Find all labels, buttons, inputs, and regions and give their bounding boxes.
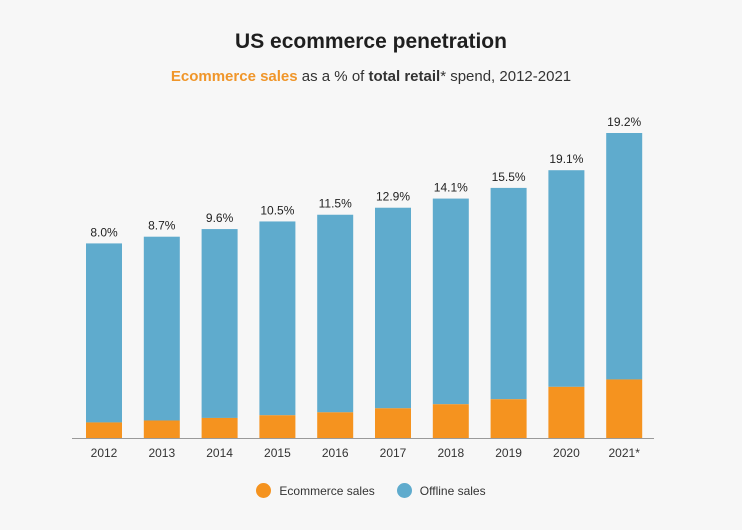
subtitle-text-a: as a % of [297,68,369,85]
bar-ecommerce-9 [606,379,643,438]
data-label-7: 15.5% [492,170,526,184]
x-tick-label-2: 2014 [206,446,233,460]
x-tick-label-7: 2019 [495,446,522,460]
data-label-2: 9.6% [206,211,234,225]
legend-swatch-offline [396,483,412,498]
data-label-6: 14.1% [434,181,468,195]
data-label-1: 8.7% [148,219,176,233]
legend-item-offline: Offline sales [396,483,486,498]
subtitle-ecommerce-sales: Ecommerce sales [170,68,298,85]
bar-ecommerce-1 [143,420,180,438]
bar-ecommerce-3 [259,415,296,438]
bar-offline-0 [86,243,122,423]
bar-offline-8 [548,170,585,387]
x-tick-label-8: 2020 [553,446,580,460]
legend-label-offline: Offline sales [419,483,486,498]
chart-subtitle: Ecommerce sales as a % of total retail* … [0,68,742,85]
chart-title: US ecommerce penetration [235,30,507,53]
bar-ecommerce-4 [317,412,354,438]
legend-label-ecommerce: Ecommerce sales [279,483,375,498]
bar-ecommerce-7 [490,399,527,438]
bar-ecommerce-6 [432,404,469,438]
bar-ecommerce-8 [548,386,585,438]
data-label-0: 8.0% [90,225,118,239]
bar-offline-2 [201,229,238,418]
bar-offline-1 [143,236,180,421]
legend-swatch-ecommerce [256,483,272,498]
bar-offline-3 [259,221,296,416]
bar-offline-7 [490,187,527,400]
bar-offline-4 [317,214,354,413]
x-tick-label-3: 2015 [264,446,291,460]
x-tick-label-6: 2018 [437,446,464,460]
bar-offline-9 [606,133,643,380]
bar-offline-6 [432,198,469,405]
data-label-4: 11.5% [319,197,352,211]
x-tick-label-4: 2016 [322,446,349,460]
subtitle-total-retail: total retail [368,68,441,85]
bar-offline-5 [375,207,411,409]
data-label-8: 19.1% [549,152,583,166]
data-label-5: 12.9% [376,190,410,204]
x-tick-label-5: 2017 [380,446,407,460]
x-tick-label-1: 2013 [148,446,175,460]
subtitle-text-b: * spend, 2012-2021 [440,68,572,85]
x-tick-label-9: 2021* [609,446,641,460]
x-tick-label-0: 2012 [91,446,118,460]
legend-item-ecommerce: Ecommerce sales [256,483,375,498]
data-label-9: 19.2% [607,115,641,129]
chart-legend: Ecommerce sales Offline sales [0,483,742,498]
bar-ecommerce-5 [375,408,411,438]
data-label-3: 10.5% [260,203,294,217]
bar-ecommerce-2 [201,417,238,438]
bar-ecommerce-0 [86,422,122,438]
